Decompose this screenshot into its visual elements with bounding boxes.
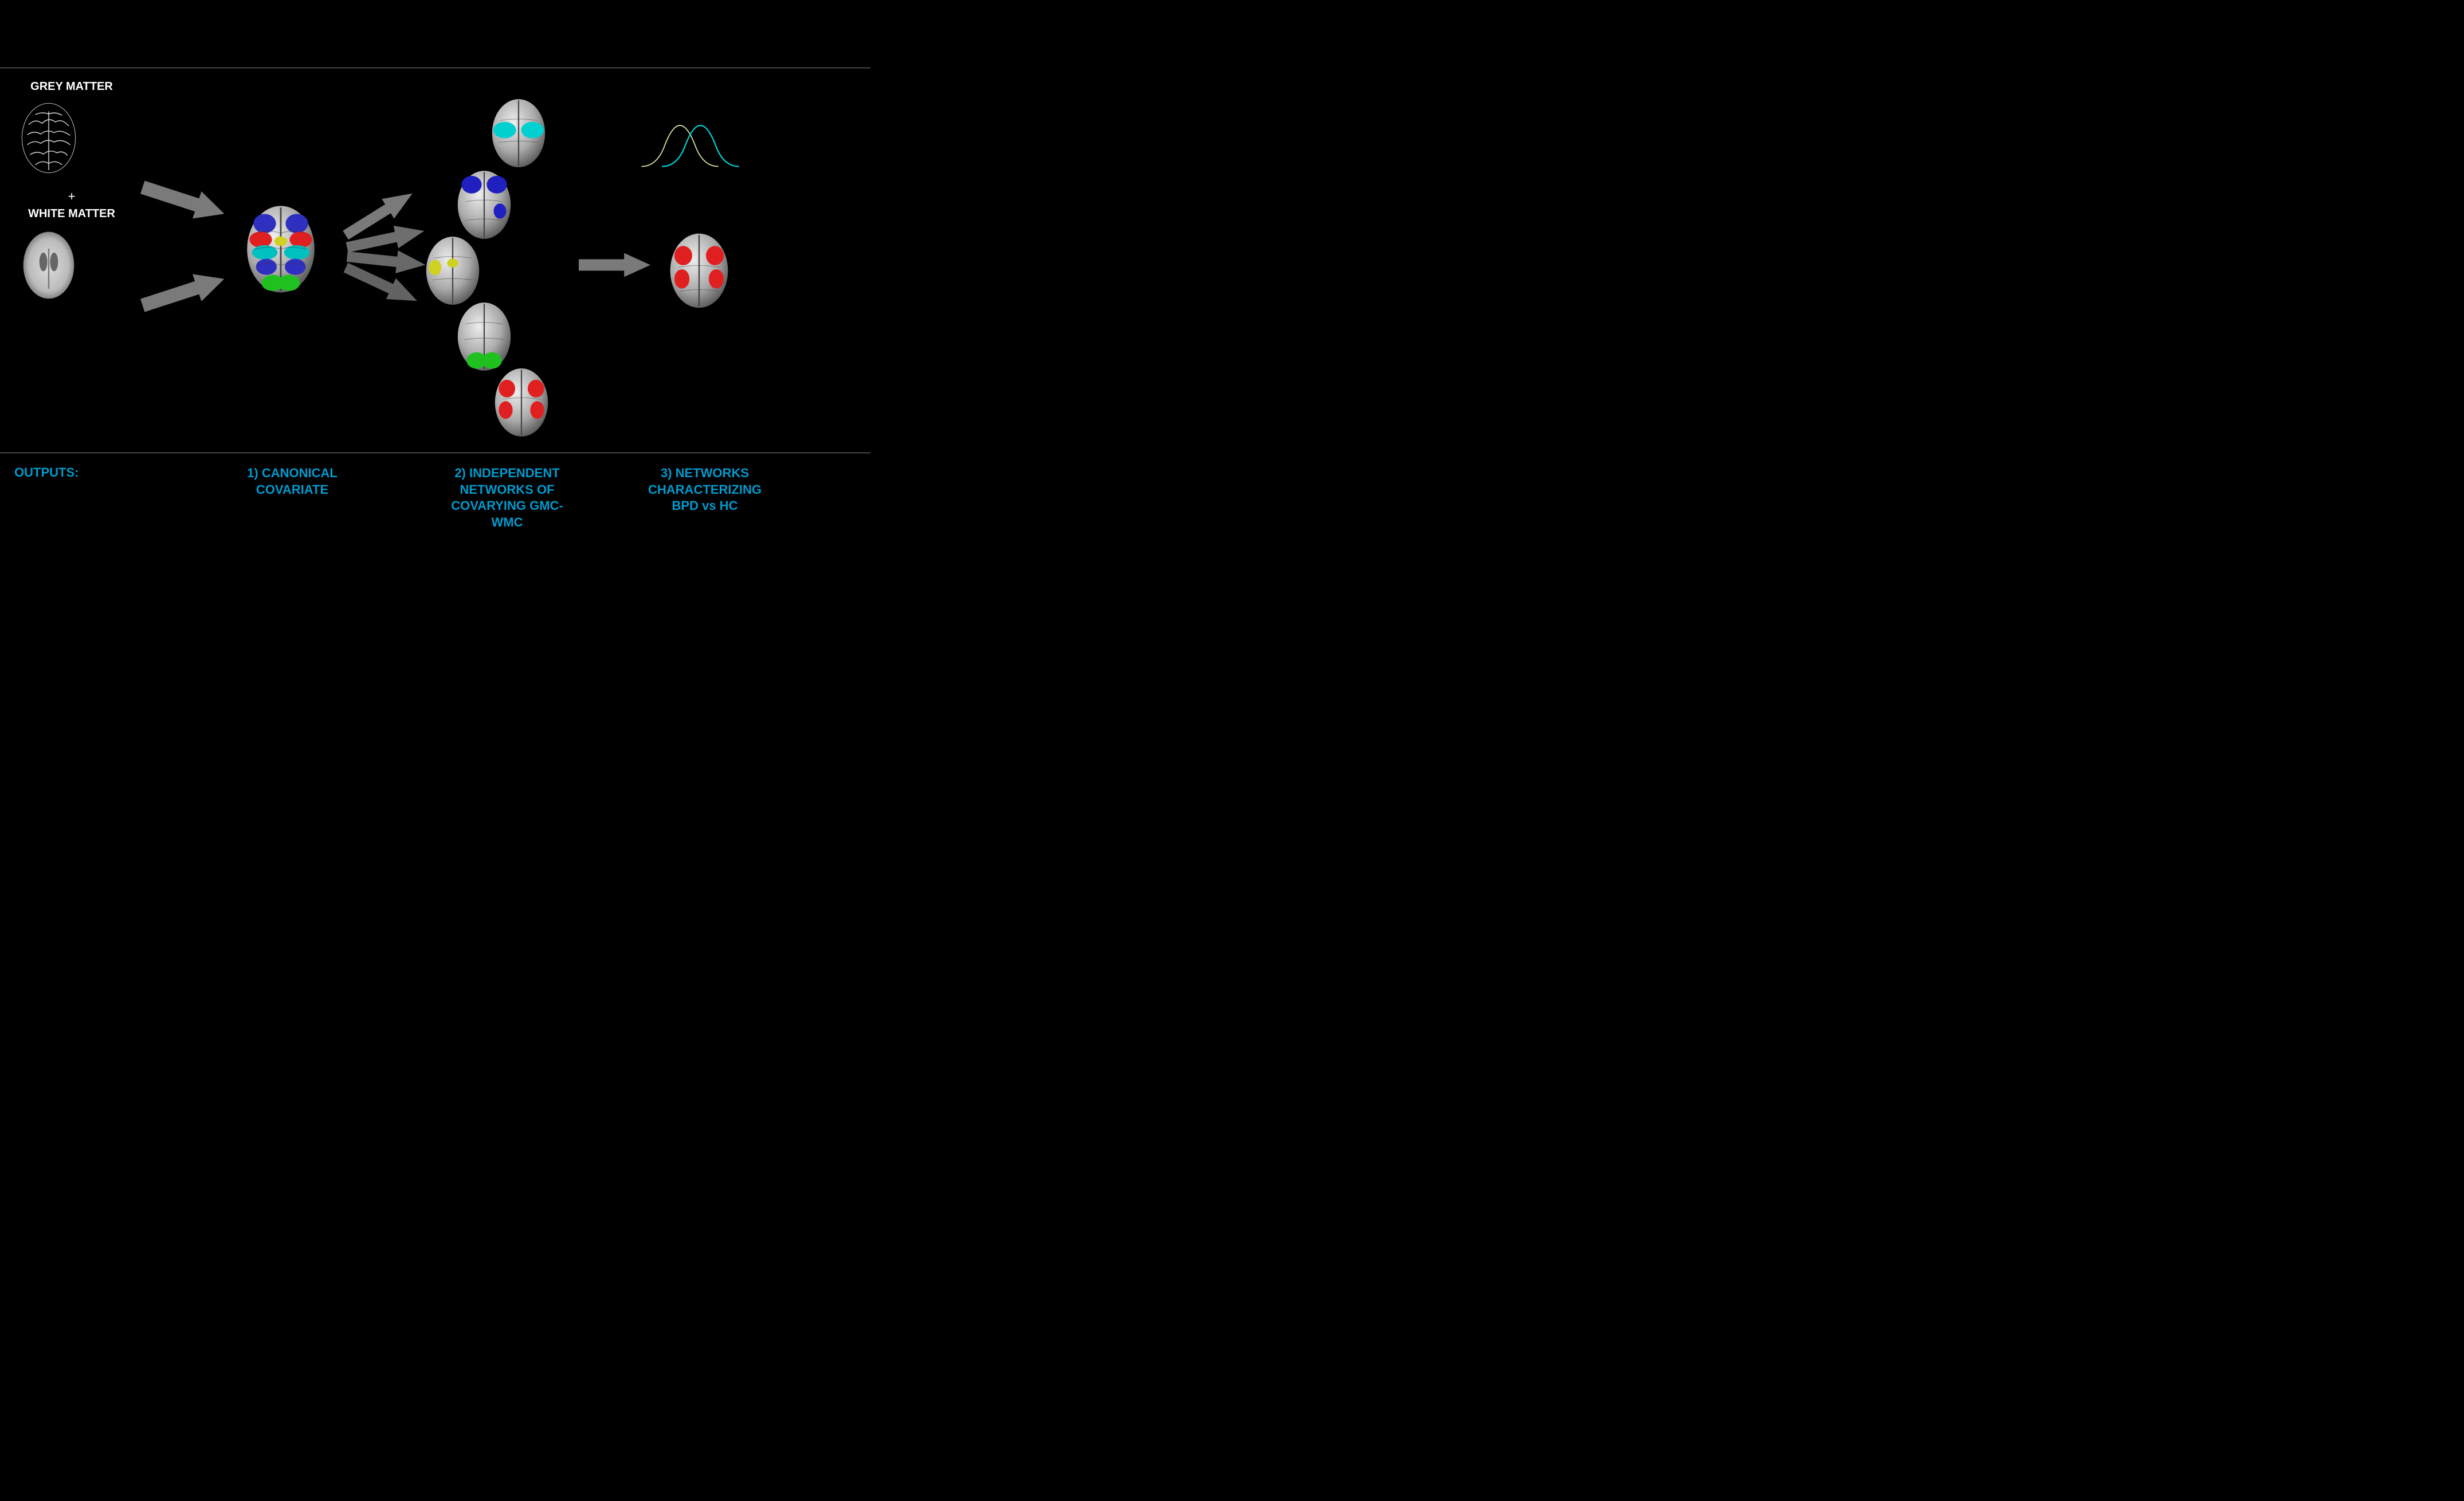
white-matter-scan [14,225,83,305]
arrow-in-bottom [137,262,229,321]
decomp-brain-cyan [487,95,550,172]
distribution-curves [636,120,739,169]
step-3: 3) GROUPS COMPARISON (t-test) [533,11,751,44]
output-3: 3) NETWORKS CHARACTERIZING BPD vs HC [625,465,785,514]
decomp-brain-red [490,364,553,441]
step-2-line1: 2) NETWORK [356,12,435,26]
step-2: 2) NETWORK DECOMPOSITION (jICA) [321,11,470,61]
step-2-line2: DECOMPOSITION [342,29,449,43]
grey-matter-scan [14,98,83,178]
grey-matter-label: GREY MATTER [14,80,129,93]
step-3-line2: (t-test) [623,29,660,43]
output-2: 2) INDEPENDENT NETWORKS OF COVARYING GMC… [427,465,587,531]
white-matter-label: WHITE MATTER [14,207,129,221]
step-1-line1: 1) MULTIMODAL DATA [127,12,258,26]
step-3-line1: 3) GROUPS COMPARISON [563,12,721,26]
outputs-label: OUTPUTS: [14,465,79,480]
step-2-line3: (jICA) [379,45,411,59]
result-brain [665,229,733,312]
plus-symbol: + [14,189,129,204]
steps-label: STEPS: [14,18,59,33]
step-1-line2: FUSION (mCCA) [144,29,241,43]
fused-brain [241,201,321,298]
inputs-column: GREY MATTER + WHITE MATTER [14,80,129,313]
arrow-in-top [137,171,229,230]
step-1: 1) MULTIMODAL DATA FUSION (mCCA) [103,11,281,44]
arrow-out [579,249,650,281]
output-1: 1) CANONICAL COVARIATE [223,465,361,498]
